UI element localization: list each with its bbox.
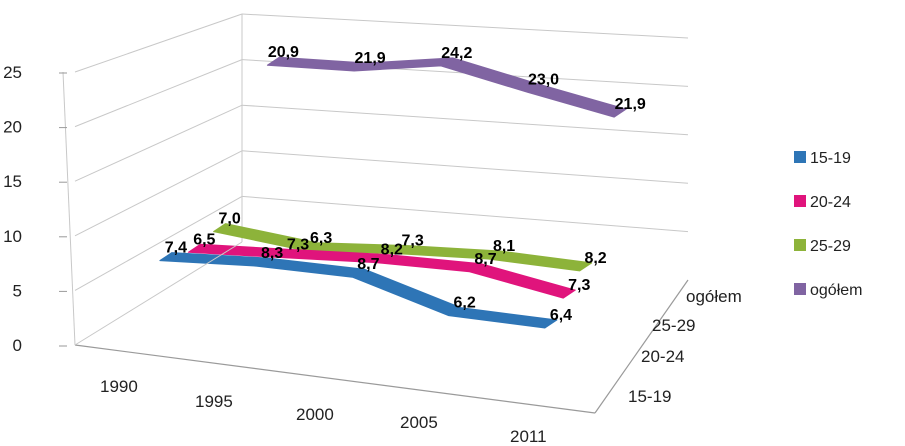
side-gridline xyxy=(74,195,243,291)
data-label: 8,1 xyxy=(493,238,515,255)
side-gridline xyxy=(74,59,243,128)
depth-tick-label: 15-19 xyxy=(628,387,671,406)
depth-tick-label: 25-29 xyxy=(652,316,695,335)
y-tick-label: 20 xyxy=(3,118,22,137)
data-label: 6,5 xyxy=(193,231,215,248)
data-label: 7,3 xyxy=(401,233,423,250)
y-tick-label: 10 xyxy=(3,227,22,246)
y-tick-label: 5 xyxy=(13,281,22,300)
y-tick-label: 15 xyxy=(3,172,22,191)
data-label: 6,2 xyxy=(454,295,476,312)
back-gridline xyxy=(241,195,689,233)
side-gridline xyxy=(74,13,243,73)
data-label: 6,4 xyxy=(550,307,572,324)
depth-tick-label: 20-24 xyxy=(641,347,684,366)
depth-tick-label: ogółem xyxy=(686,287,742,306)
legend: 15-19 20-24 25-29 ogółem xyxy=(794,150,862,299)
data-label: 7,3 xyxy=(568,277,590,294)
side-gridline xyxy=(74,150,243,237)
back-gridline xyxy=(241,13,689,39)
data-label: 8,7 xyxy=(474,251,496,268)
x-tick-label: 2011 xyxy=(510,427,547,446)
depth-axis xyxy=(594,279,689,414)
legend-label: 15-19 xyxy=(810,150,851,167)
legend-swatch xyxy=(794,195,806,207)
series-ribbon-ogółem xyxy=(266,56,627,118)
legend-item-20-24: 20-24 xyxy=(794,194,851,211)
y-tick-label: 25 xyxy=(3,63,22,82)
x-tick-label: 2000 xyxy=(296,405,334,424)
legend-item-15-19: 15-19 xyxy=(794,150,851,167)
back-gridline xyxy=(241,150,689,184)
x-tick-label: 2005 xyxy=(400,413,438,432)
x-tick-label: 1995 xyxy=(195,392,233,411)
y-tick-label: 0 xyxy=(13,336,22,355)
data-label: 7,3 xyxy=(287,237,309,254)
left-wall-edge xyxy=(62,71,76,346)
legend-item-ogółem: ogółem xyxy=(794,282,862,299)
series-ribbon-25-29 xyxy=(213,223,593,272)
legend-item-25-29: 25-29 xyxy=(794,238,851,255)
data-label: 7,4 xyxy=(165,240,187,257)
x-tick-label: 1990 xyxy=(100,377,138,396)
data-label: 8,3 xyxy=(261,245,283,262)
data-label: 23,0 xyxy=(528,71,559,88)
data-label: 21,9 xyxy=(355,50,386,67)
floor-edge xyxy=(74,241,243,346)
chart-series xyxy=(159,56,627,329)
data-label: 24,2 xyxy=(441,45,472,62)
side-gridline xyxy=(74,104,243,182)
series-ribbon-20-24 xyxy=(187,243,576,299)
chart-axes: 0 5 10 15 20 25 1990 1995 2000 2005 2011 15-19 20-24… xyxy=(3,63,742,446)
data-label: 20,9 xyxy=(268,44,299,61)
legend-label: ogółem xyxy=(810,282,862,299)
legend-label: 25-29 xyxy=(810,238,851,255)
data-label: 8,7 xyxy=(357,256,379,273)
data-label: 6,3 xyxy=(310,230,332,247)
legend-swatch xyxy=(794,151,806,163)
x-axis xyxy=(74,344,596,414)
data-label: 21,9 xyxy=(615,96,646,113)
back-gridline xyxy=(241,104,689,136)
chart-walls xyxy=(62,13,689,346)
legend-swatch xyxy=(794,239,806,251)
legend-label: 20-24 xyxy=(810,194,851,211)
data-label: 8,2 xyxy=(584,250,606,267)
data-label: 8,2 xyxy=(381,242,403,259)
series-ribbon-15-19 xyxy=(159,252,558,329)
legend-swatch xyxy=(794,283,806,295)
data-labels: 20,9 21,9 24,223,021,97,06,3 7,3 8,18,26,5 7,… xyxy=(165,44,646,324)
data-label: 7,0 xyxy=(218,211,240,228)
